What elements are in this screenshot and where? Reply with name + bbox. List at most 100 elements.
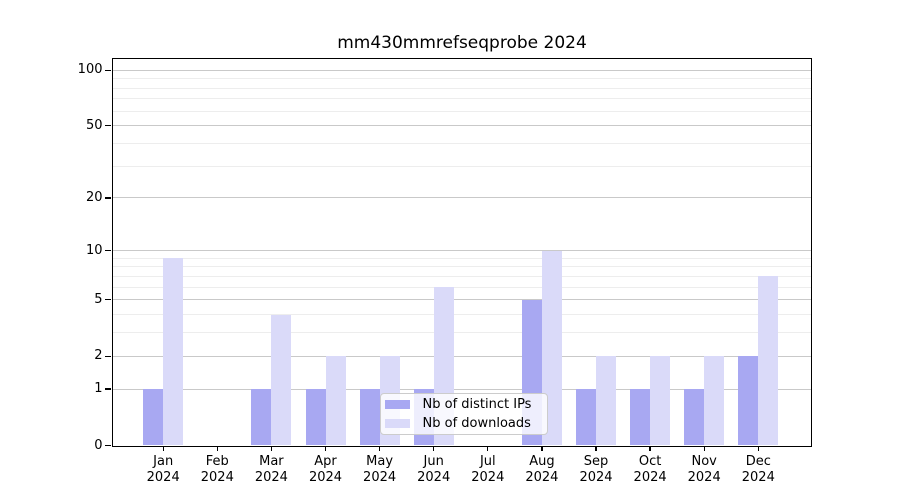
month-label: Mar xyxy=(259,453,284,469)
x-axis-tick xyxy=(324,445,327,451)
y-axis-tick xyxy=(104,388,111,390)
major-gridline xyxy=(112,125,811,127)
bar-distinct-ips xyxy=(143,389,164,446)
legend-item-distinct-ips: Nb of distinct IPs xyxy=(384,396,541,413)
legend-label-downloads: Nb of downloads xyxy=(422,415,531,431)
year-label: 2024 xyxy=(146,470,180,485)
bar-distinct-ips xyxy=(576,389,596,446)
month-label: Nov xyxy=(691,453,717,469)
minor-gridline xyxy=(112,257,811,259)
major-gridline xyxy=(112,197,811,199)
legend-item-downloads: Nb of downloads xyxy=(384,415,541,432)
bar-distinct-ips xyxy=(305,389,326,446)
month-label: Sep xyxy=(583,453,609,469)
y-axis-tick xyxy=(104,299,111,301)
month-label: Apr xyxy=(314,453,337,469)
minor-gridline xyxy=(112,110,811,112)
major-gridline xyxy=(112,250,811,252)
year-label: 2024 xyxy=(687,470,721,485)
y-axis-tick-label: 100 xyxy=(77,62,103,78)
bar-distinct-ips xyxy=(359,389,380,446)
x-axis-tick xyxy=(757,445,759,451)
y-axis-tick xyxy=(104,125,111,127)
month-label: Jan xyxy=(153,453,174,469)
x-axis-tick xyxy=(162,445,164,451)
bar-downloads xyxy=(163,258,184,446)
minor-gridline xyxy=(112,286,811,288)
month-label: Aug xyxy=(529,453,555,469)
bar-distinct-ips xyxy=(684,389,705,446)
year-label: 2024 xyxy=(363,470,397,485)
year-label: 2024 xyxy=(254,470,288,485)
legend-label-distinct-ips: Nb of distinct IPs xyxy=(422,396,532,412)
bar-downloads xyxy=(325,356,346,446)
major-gridline xyxy=(112,388,811,390)
minor-gridline xyxy=(112,87,811,89)
y-axis-tick-label: 0 xyxy=(94,437,103,453)
major-gridline xyxy=(112,355,811,357)
bar-downloads xyxy=(650,356,671,446)
x-axis-tick-label: Sep 2024 xyxy=(569,454,623,487)
year-label: 2024 xyxy=(308,470,343,485)
x-axis-tick xyxy=(433,445,435,451)
y-axis-tick-label: 20 xyxy=(85,189,103,205)
month-label: Feb xyxy=(205,453,229,469)
x-axis-tick xyxy=(649,445,651,451)
minor-gridline xyxy=(112,266,811,268)
y-axis-tick-label: 2 xyxy=(94,348,103,364)
chart-title: mm430mmrefseqprobe 2024 xyxy=(337,33,587,53)
bar-downloads xyxy=(271,314,292,446)
major-gridline xyxy=(112,299,811,301)
x-axis-tick-label: Apr 2024 xyxy=(299,454,353,487)
y-axis-tick xyxy=(104,69,111,71)
x-axis-tick-label: Mar 2024 xyxy=(244,454,298,487)
x-axis-tick-label: Jun 2024 xyxy=(407,454,461,487)
x-axis-tick xyxy=(378,445,381,451)
x-axis-tick-label: Oct 2024 xyxy=(623,454,677,487)
minor-gridline xyxy=(112,314,811,316)
year-label: 2024 xyxy=(471,470,505,485)
year-label: 2024 xyxy=(525,470,559,485)
bar-downloads xyxy=(704,356,725,446)
month-label: Jul xyxy=(479,453,496,469)
x-axis-tick-label: Aug 2024 xyxy=(515,454,569,487)
minor-gridline xyxy=(112,165,811,167)
y-axis-tick-label: 5 xyxy=(94,291,103,307)
month-label: May xyxy=(366,453,394,469)
bar-downloads xyxy=(758,276,779,446)
major-gridline xyxy=(112,69,811,71)
month-label: Dec xyxy=(745,453,771,469)
legend-swatch-distinct-ips xyxy=(384,399,410,409)
month-label: Oct xyxy=(638,453,662,469)
y-axis-tick-label: 1 xyxy=(94,381,103,397)
y-axis-tick xyxy=(104,444,111,447)
year-label: 2024 xyxy=(417,470,451,485)
x-axis-tick xyxy=(703,445,705,451)
x-axis-tick-label: Feb 2024 xyxy=(190,454,244,487)
legend-swatch-downloads xyxy=(384,418,410,428)
minor-gridline xyxy=(112,332,811,334)
y-axis-tick-label: 50 xyxy=(85,117,103,133)
y-axis-tick-label: 10 xyxy=(85,242,103,258)
x-axis-tick xyxy=(487,445,489,451)
x-axis-tick xyxy=(541,445,543,451)
year-label: 2024 xyxy=(633,470,667,485)
y-axis-tick xyxy=(104,249,111,252)
y-axis-tick xyxy=(104,355,111,357)
x-axis-tick xyxy=(595,445,597,451)
x-axis-tick-label: May 2024 xyxy=(353,454,407,487)
x-axis-tick xyxy=(270,445,273,451)
bar-downloads xyxy=(596,356,616,446)
month-label: Jun xyxy=(423,453,444,469)
bar-distinct-ips xyxy=(630,389,651,446)
year-label: 2024 xyxy=(200,470,234,485)
minor-gridline xyxy=(112,143,811,145)
x-axis-tick xyxy=(216,445,218,451)
x-axis-tick-label: Dec 2024 xyxy=(731,454,785,487)
year-label: 2024 xyxy=(741,470,775,485)
year-label: 2024 xyxy=(579,470,613,485)
minor-gridline xyxy=(112,275,811,277)
plot-area: Nb of distinct IPs Nb of downloads 0 1 2 5 1… xyxy=(78,57,812,485)
bar-distinct-ips xyxy=(251,389,272,446)
